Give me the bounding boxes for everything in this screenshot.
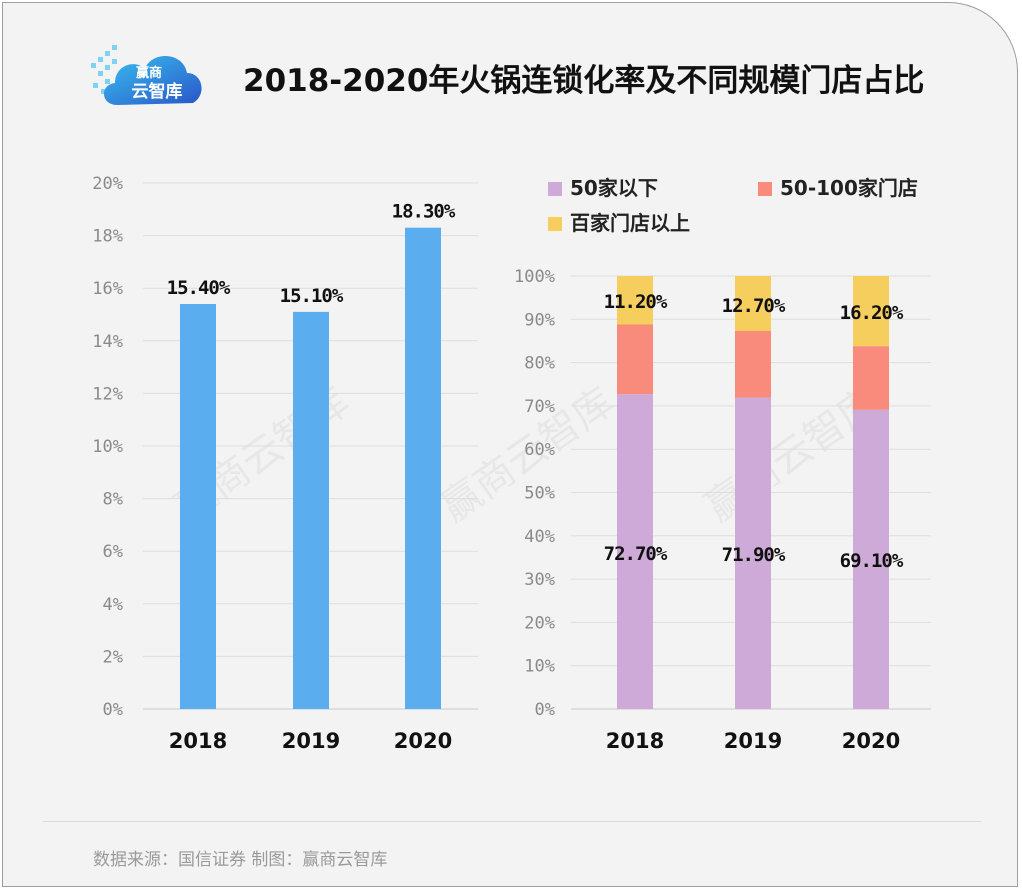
right-ytick-label: 100% xyxy=(514,267,555,287)
right-ytick-label: 50% xyxy=(524,484,555,504)
left-bar-chart: 0% 2% 4% 6% 8% 10% 12% 14% 16% 18% 20% 15.40% 2018 15… xyxy=(92,174,478,753)
left-category-label: 2019 xyxy=(282,729,340,753)
right-segment-2020-0 xyxy=(853,409,889,709)
right-ytick-label: 60% xyxy=(524,440,555,460)
left-category-label: 2018 xyxy=(169,729,227,753)
logo-cloud-icon: 赢商 云智库 xyxy=(91,45,202,105)
left-bar-2019 xyxy=(293,311,329,709)
legend-label: 50家以下 xyxy=(570,176,658,200)
left-bar-label: 18.30% xyxy=(392,201,456,223)
logo-text-line2: 云智库 xyxy=(132,81,183,102)
right-top-label: 16.20% xyxy=(840,302,904,324)
right-top-label: 11.20% xyxy=(604,291,668,313)
left-ytick-label: 8% xyxy=(103,490,123,510)
right-segment-2020-1 xyxy=(853,346,889,410)
right-segment-2018-0 xyxy=(617,394,653,709)
right-bottom-label: 72.70% xyxy=(604,543,668,565)
right-ytick-label: 70% xyxy=(524,397,555,417)
right-bottom-label: 69.10% xyxy=(840,550,904,572)
right-segment-2020-2 xyxy=(853,276,889,347)
left-bar-2020 xyxy=(405,227,441,709)
left-ytick-label: 18% xyxy=(92,227,123,247)
page-title: 2018-2020年火锅连锁化率及不同规模门店占比 xyxy=(243,63,925,99)
right-bottom-label: 71.90% xyxy=(722,544,786,566)
left-category-label: 2020 xyxy=(394,729,452,753)
charts-svg: 赢商云智库 赢商云智库 赢商云智库 0%2%4%6%8%10%12%14%16%… xyxy=(92,174,931,753)
right-ytick-label: 30% xyxy=(524,570,555,590)
right-category-label: 2018 xyxy=(606,729,664,753)
right-ytick-label: 40% xyxy=(524,527,555,547)
legend-label: 50-100家门店 xyxy=(780,176,918,200)
legend-swatch xyxy=(548,217,562,231)
left-bar-label: 15.40% xyxy=(167,277,231,299)
right-segment-2019-1 xyxy=(735,330,771,398)
right-segment-2019-0 xyxy=(735,397,771,709)
left-ytick-label: 14% xyxy=(92,332,123,352)
left-ytick-label: 2% xyxy=(103,647,123,667)
left-ytick-label: 4% xyxy=(103,595,123,615)
right-ytick-label: 0% xyxy=(535,700,555,720)
legend-swatch xyxy=(548,182,562,196)
right-segment-2019-2 xyxy=(735,276,771,331)
left-bar-label: 15.10% xyxy=(280,285,344,307)
legend-label: 百家门店以上 xyxy=(570,211,690,235)
legend-swatch xyxy=(758,182,772,196)
left-ytick-label: 20% xyxy=(92,174,123,194)
right-category-label: 2020 xyxy=(842,729,900,753)
footer-source: 数据来源：国信证券 制图：赢商云智库 xyxy=(93,850,388,870)
right-ytick-label: 10% xyxy=(524,657,555,677)
right-ytick-label: 20% xyxy=(524,613,555,633)
right-category-label: 2019 xyxy=(724,729,782,753)
logo-text-line1: 赢商 xyxy=(136,65,162,81)
footer-divider xyxy=(43,821,981,822)
right-top-label: 12.70% xyxy=(722,295,786,317)
left-ytick-label: 12% xyxy=(92,384,123,404)
left-ytick-label: 16% xyxy=(92,279,123,299)
left-ytick-label: 0% xyxy=(103,700,123,720)
right-segment-2018-2 xyxy=(617,276,653,325)
left-ytick-label: 10% xyxy=(92,437,123,457)
right-ytick-label: 80% xyxy=(524,354,555,374)
right-segment-2018-1 xyxy=(617,324,653,395)
left-bar-2018 xyxy=(180,303,216,709)
right-stacked-bar-chart: 0% 10% 20% 30% 40% 50% 60% 70% 80% 90% 100% 50家以下 50… xyxy=(514,176,931,753)
right-ytick-label: 90% xyxy=(524,310,555,330)
left-ytick-label: 6% xyxy=(103,542,123,562)
